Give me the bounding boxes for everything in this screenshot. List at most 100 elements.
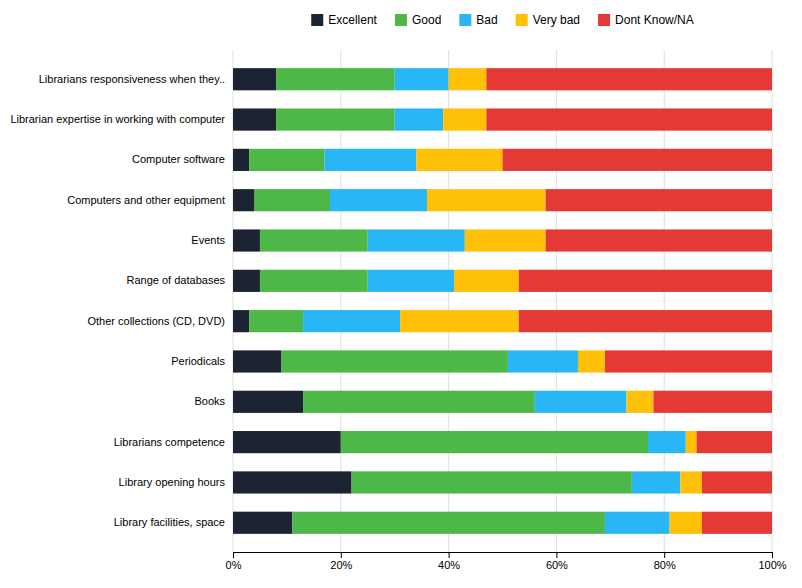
bar (303, 310, 400, 332)
legend-swatch (311, 14, 323, 26)
bar (454, 270, 519, 292)
bar (233, 68, 276, 90)
bar (519, 270, 772, 292)
bar (702, 471, 772, 493)
bar (233, 512, 292, 534)
bar-series (303, 68, 686, 534)
bar (697, 431, 772, 453)
bar (702, 512, 772, 534)
bar (546, 229, 772, 251)
y-tick: Events (191, 234, 225, 246)
bar (292, 512, 605, 534)
x-tick: 0% (226, 552, 242, 571)
bar (427, 189, 546, 211)
bar (632, 471, 681, 493)
x-tick: 60% (546, 552, 568, 571)
bar (260, 229, 368, 251)
bar (341, 431, 648, 453)
legend-swatch (459, 14, 471, 26)
y-tick: Computer software (132, 153, 225, 165)
chart-svg: 0% 20% 40% 60% 80% 100% Librarians responsiven… (0, 0, 802, 588)
y-tick: Range of databases (127, 274, 226, 286)
bar (670, 512, 702, 534)
bar (486, 68, 772, 90)
legend-item: Excellent (311, 13, 377, 27)
bar (233, 149, 249, 171)
legend-swatch (395, 14, 407, 26)
y-tick: Librarian expertise in working with comp… (10, 113, 225, 125)
y-tick: Library facilities, space (114, 516, 225, 528)
x-tick: 40% (438, 552, 460, 571)
bar (276, 108, 395, 130)
legend-swatch (598, 14, 610, 26)
bar-series (400, 68, 702, 534)
bar (626, 391, 653, 413)
x-tick-label: 0% (226, 559, 242, 571)
bars (233, 68, 772, 534)
bar (465, 229, 546, 251)
bar (605, 512, 670, 534)
bar (449, 68, 487, 90)
bar (519, 310, 772, 332)
bar (535, 391, 627, 413)
y-tick: Books (194, 395, 225, 407)
chart-container: 0% 20% 40% 60% 80% 100% Librarians responsiven… (0, 0, 802, 588)
bar (648, 431, 686, 453)
y-tick: Librarians responsiveness when they.. (39, 73, 225, 85)
legend: Excellent Good Bad Very bad Dont Know/NA (311, 13, 694, 27)
bar (233, 310, 249, 332)
y-tick-label: Other collections (CD, DVD) (87, 315, 225, 327)
x-tick-label: 100% (758, 559, 786, 571)
y-tick-label: Computer software (132, 153, 225, 165)
bar (249, 310, 303, 332)
bar (233, 431, 341, 453)
x-tick-label: 80% (654, 559, 676, 571)
bar (368, 229, 465, 251)
bar (400, 310, 519, 332)
y-tick-label: Computers and other equipment (67, 194, 225, 206)
x-tick-mark (449, 552, 450, 558)
bar (368, 270, 454, 292)
bar (255, 189, 330, 211)
y-tick-label: Periodicals (171, 355, 225, 367)
bar (233, 108, 276, 130)
bar (352, 471, 632, 493)
bar (546, 189, 772, 211)
bar (395, 108, 444, 130)
y-tick-label: Library facilities, space (114, 516, 225, 528)
bar (303, 391, 535, 413)
x-tick-label: 20% (330, 559, 352, 571)
bar (233, 229, 260, 251)
bar (233, 471, 352, 493)
x-tick-label: 40% (438, 559, 460, 571)
y-tick: Computers and other equipment (67, 194, 225, 206)
x-tick: 20% (330, 552, 352, 571)
x-tick: 100% (758, 552, 786, 571)
bar (233, 270, 260, 292)
y-tick-label: Librarian expertise in working with comp… (10, 113, 225, 125)
bar (605, 350, 772, 372)
y-tick: Other collections (CD, DVD) (87, 315, 225, 327)
legend-label: Good (412, 13, 441, 27)
bar (416, 149, 502, 171)
legend-label: Dont Know/NA (615, 13, 694, 27)
plot: 0% 20% 40% 60% 80% 100% Librarians responsiven… (10, 50, 786, 571)
bar (686, 431, 697, 453)
legend-label: Bad (476, 13, 497, 27)
bar (653, 391, 772, 413)
bar (330, 189, 427, 211)
bar (486, 108, 772, 130)
x-tick-mark (772, 552, 773, 558)
x-tick: 80% (654, 552, 676, 571)
x-axis: 0% 20% 40% 60% 80% 100% (226, 552, 787, 571)
y-tick-label: Range of databases (127, 274, 226, 286)
grid (233, 50, 772, 552)
bar (233, 189, 255, 211)
legend-item: Very bad (516, 13, 580, 27)
y-tick: Periodicals (171, 355, 225, 367)
x-tick-mark (556, 552, 557, 558)
y-tick-label: Library opening hours (119, 476, 226, 488)
x-tick-mark (233, 552, 234, 558)
bar (260, 270, 368, 292)
bar (443, 108, 486, 130)
